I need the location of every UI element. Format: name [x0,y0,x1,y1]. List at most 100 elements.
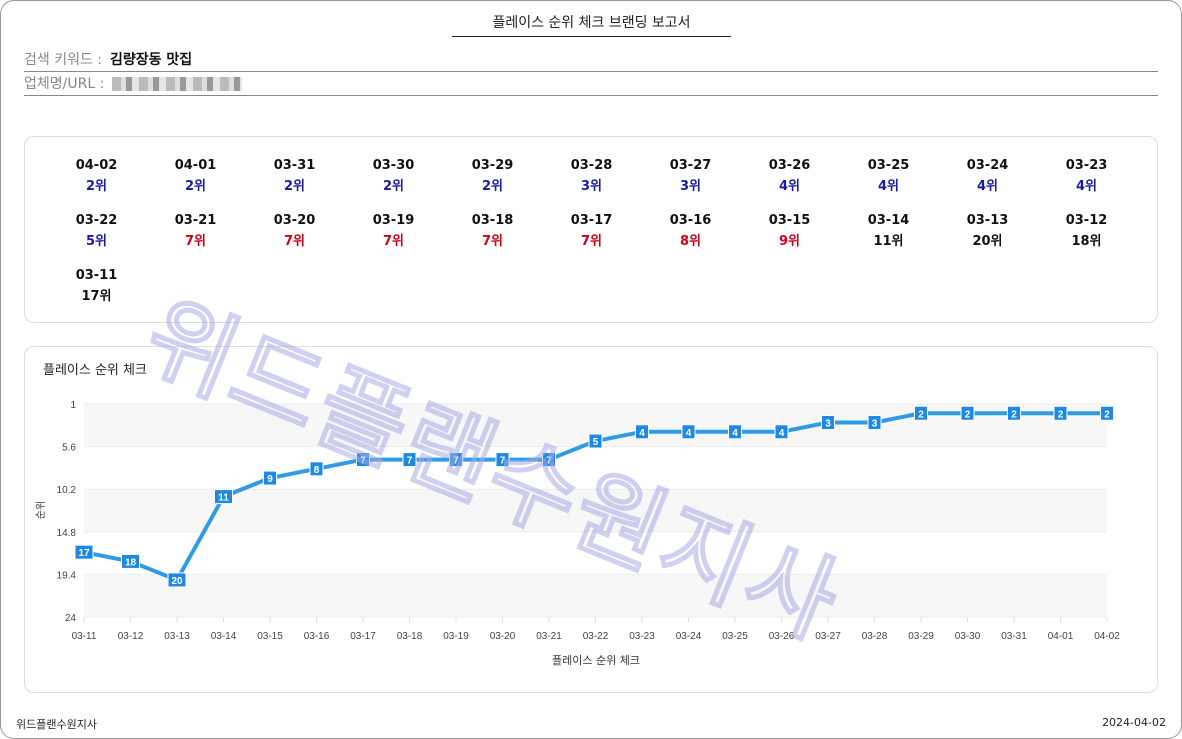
y-tick-label: 19.4 [57,570,77,581]
keyword-value: 김량장동 맛집 [110,52,193,68]
rank-value: 11위 [873,234,904,249]
rank-cell: 03-15 9위 [740,210,839,252]
rank-date: 04-01 [174,158,217,173]
data-label: 18 [125,557,137,568]
rank-cell: 03-24 4위 [938,155,1037,197]
rank-date: 03-16 [669,213,712,228]
rank-cell: 03-27 3위 [641,155,740,197]
data-point [960,405,975,421]
rank-date: 03-23 [1065,158,1108,173]
data-label: 7 [360,456,366,467]
rank-cell: 03-23 4위 [1037,155,1136,197]
x-tick-label: 03-26 [769,631,795,642]
rank-value: 4위 [877,179,899,194]
footer-date: 2024-04-02 [1102,716,1166,729]
data-label: 4 [732,428,738,439]
rank-value: 8위 [679,234,701,249]
data-point [263,470,277,486]
data-label: 4 [779,428,785,439]
x-tick-label: 03-25 [722,631,748,642]
rank-cell: 03-25 4위 [839,155,938,197]
rank-date: 03-21 [174,213,217,228]
data-point [495,452,510,468]
x-tick-label: 03-18 [397,631,423,642]
rank-value: 3위 [679,179,701,194]
data-label: 2 [1011,409,1017,420]
data-point [728,424,742,440]
x-tick-label: 03-17 [350,631,376,642]
rank-date: 03-15 [768,213,811,228]
daily-rank-panel: 04-02 2위 04-01 2위 03-31 2위 03-30 2위 03-29 2위 03-28… [24,136,1158,323]
rank-value: 2위 [481,179,503,194]
grid-band [84,489,1107,532]
data-label: 3 [872,419,878,430]
rank-cell: 03-17 7위 [542,210,641,252]
data-point [635,424,649,440]
data-label: 8 [314,465,320,476]
x-tick-label: 03-19 [443,631,469,642]
rank-value: 5위 [85,234,107,249]
x-tick-label: 03-22 [583,631,609,642]
rank-date: 03-27 [669,158,712,173]
report-title: 플레이스 순위 체크 브랜딩 보고서 [452,12,731,37]
rank-date: 03-25 [867,158,910,173]
rank-value: 2위 [382,179,404,194]
rank-cell: 03-31 2위 [245,155,344,197]
rank-cell: 03-29 2위 [443,155,542,197]
x-tick-label: 03-11 [72,631,97,642]
keyword-row: 검색 키워드 : 김량장동 맛집 [24,50,1158,72]
data-point [681,424,696,440]
footer-company: 위드플랜수원지사 [16,718,97,731]
x-tick-label: 03-24 [676,631,702,642]
rank-cell: 03-16 8위 [641,210,740,252]
data-point [309,461,324,477]
data-point [867,415,882,431]
rank-date: 03-17 [570,213,613,228]
data-label: 2 [918,409,924,420]
y-tick-label: 1 [70,400,76,411]
company-value-blurred [112,77,243,91]
rank-cell: 03-20 7위 [245,210,344,252]
y-axis-label: 순위 [34,501,47,519]
rank-chart-panel: 플레이스 순위 체크 [24,346,1158,693]
data-label: 11 [218,493,229,504]
rank-value: 18위 [1071,234,1102,249]
y-tick-label: 5.6 [62,443,76,454]
data-point [774,424,789,440]
x-tick-label: 03-29 [908,631,934,642]
y-tick-label: 10.2 [57,485,77,496]
x-axis-label: 플레이스 순위 체크 [552,654,640,667]
data-label: 2 [1104,409,1110,420]
x-tick-label: 03-12 [118,631,144,642]
data-label: 4 [639,428,645,439]
rank-value: 4위 [1075,179,1097,194]
rank-date: 03-29 [471,158,514,173]
data-point [1007,405,1021,421]
rank-value: 17위 [81,289,112,304]
rank-date: 03-12 [1065,213,1108,228]
rank-date: 03-31 [273,158,316,173]
data-point [1100,405,1114,421]
data-label: 17 [78,548,90,559]
data-point [121,553,140,569]
rank-cell: 03-11 17위 [47,265,146,307]
x-tick-label: 04-02 [1094,631,1120,642]
rank-cell: 04-01 2위 [146,155,245,197]
rank-cell: 03-19 7위 [344,210,443,252]
x-tick-label: 03-13 [164,631,190,642]
rank-cell: 03-18 7위 [443,210,542,252]
y-tick-label: 24 [65,613,77,624]
rank-cell: 03-21 7위 [146,210,245,252]
data-label: 2 [1058,409,1064,420]
rank-value: 7위 [283,234,305,249]
rank-value: 2위 [85,179,107,194]
rank-cell: 03-22 5위 [47,210,146,252]
rank-value: 2위 [283,179,305,194]
x-tick-label: 03-23 [629,631,655,642]
rank-date: 03-19 [372,213,415,228]
data-point [356,452,370,468]
rank-date: 03-14 [867,213,910,228]
rank-cell: 03-13 20위 [938,210,1037,252]
rank-value: 7위 [382,234,404,249]
